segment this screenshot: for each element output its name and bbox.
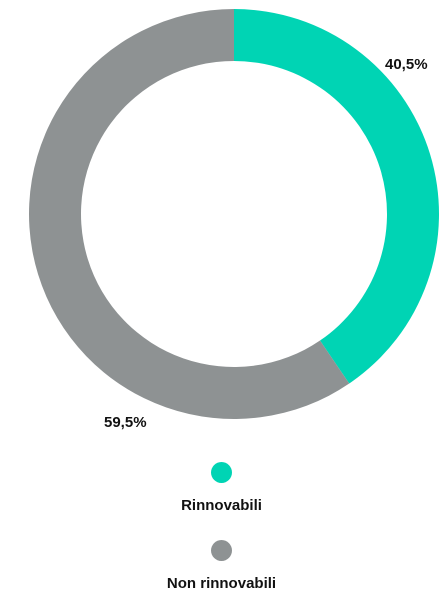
legend-label-non-rinnovabili: Non rinnovabili bbox=[166, 575, 277, 592]
slice-label-rinnovabili: 40,5% bbox=[385, 56, 428, 73]
legend-item-non-rinnovabili: Non rinnovabili bbox=[0, 540, 443, 592]
legend-label-rinnovabili: Rinnovabili bbox=[181, 497, 262, 514]
donut-slice-non-rinnovabili bbox=[29, 9, 350, 419]
legend-swatch-rinnovabili bbox=[211, 462, 232, 483]
slice-label-non-rinnovabili: 59,5% bbox=[104, 414, 147, 431]
donut-slice-rinnovabili bbox=[234, 9, 440, 384]
legend-item-rinnovabili: Rinnovabili bbox=[0, 462, 443, 514]
legend-swatch-non-rinnovabili bbox=[211, 540, 232, 561]
